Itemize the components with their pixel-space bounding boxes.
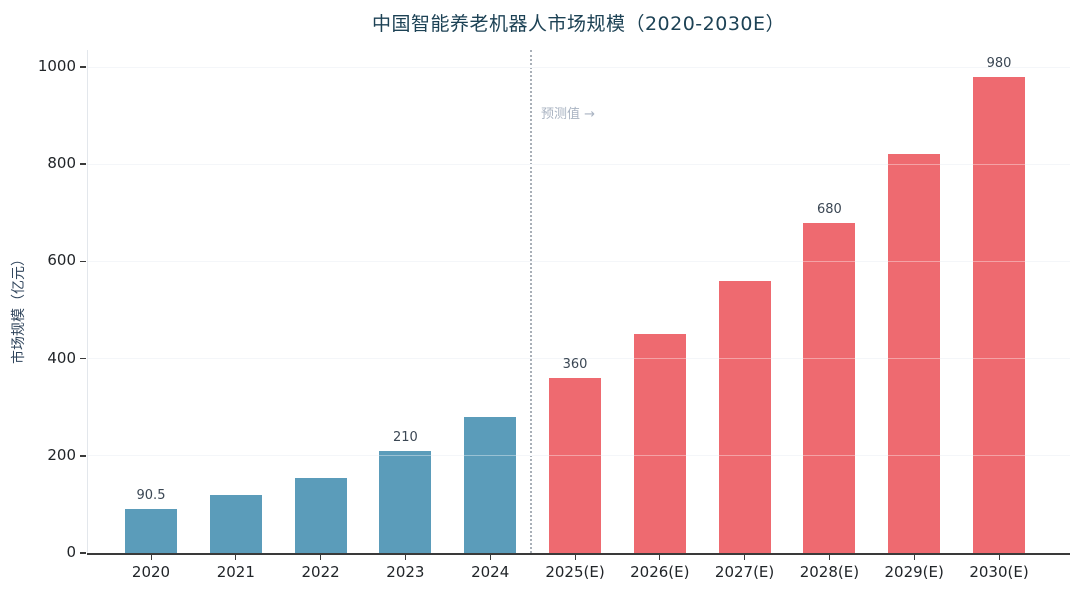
bar-2027(E) <box>718 280 771 553</box>
x-axis-tick <box>828 555 830 560</box>
bar-2024 <box>464 416 517 553</box>
x-axis-tick <box>574 555 576 560</box>
y-tick-label: 200 <box>47 445 76 464</box>
x-axis-tick <box>998 555 1000 560</box>
forecast-annotation: 预测值 → <box>541 107 596 122</box>
x-tick-label: 2023 <box>386 563 425 581</box>
y-axis-tick <box>80 260 86 263</box>
bar-value-label: 680 <box>816 201 842 217</box>
x-tick-label: 2029(E) <box>884 563 944 581</box>
y-tick-label: 400 <box>47 348 76 367</box>
gridline <box>88 358 1070 360</box>
y-axis-tick <box>80 455 86 457</box>
gridline <box>88 66 1070 68</box>
x-tick-label: 2030(E) <box>969 563 1029 581</box>
bar-2030(E) <box>973 76 1025 553</box>
x-axis-tick <box>659 555 661 560</box>
bar-2028(E) <box>803 222 856 553</box>
x-axis-tick <box>150 555 152 560</box>
x-axis-tick <box>235 555 237 560</box>
bar-value-label: 360 <box>562 357 588 373</box>
y-tick-label: 1000 <box>37 57 76 75</box>
y-tick-label: 600 <box>47 251 76 270</box>
forecast-divider-line <box>530 50 532 553</box>
x-tick-label: 2024 <box>471 563 510 581</box>
y-axis-spine <box>87 50 88 553</box>
gridline-overlay <box>88 260 1070 262</box>
x-axis-tick <box>913 555 915 560</box>
x-axis-tick <box>404 555 406 560</box>
y-axis-tick <box>80 552 86 554</box>
y-tick-label: 0 <box>66 543 76 561</box>
bar-value-label: 980 <box>986 55 1012 71</box>
x-axis-tick <box>489 555 491 560</box>
gridline-overlay <box>88 163 1070 165</box>
gridline-overlay <box>88 358 1070 360</box>
gridline <box>88 163 1070 165</box>
x-tick-label: 2020 <box>131 563 171 581</box>
x-tick-label: 2025(E) <box>545 563 605 581</box>
bar-2021 <box>209 494 262 553</box>
gridline-overlay <box>88 455 1070 457</box>
bar-2029(E) <box>888 154 941 553</box>
x-tick-label: 2027(E) <box>714 563 775 581</box>
chart-title: 中国智能养老机器人市场规模（2020-2030E） <box>371 13 786 35</box>
x-axis-line <box>87 553 1070 555</box>
x-tick-label: 2028(E) <box>799 563 860 581</box>
bar-value-label: 90.5 <box>136 488 166 504</box>
bar-2020 <box>125 509 177 553</box>
x-axis-tick <box>744 555 746 560</box>
y-axis-tick <box>80 357 86 360</box>
bar-2026(E) <box>633 334 686 553</box>
bar-2022 <box>294 477 347 553</box>
x-tick-label: 2022 <box>301 563 340 581</box>
bar-value-label: 210 <box>392 429 418 445</box>
y-tick-label: 800 <box>47 154 76 173</box>
bar-2025(E) <box>549 378 601 553</box>
gridline-overlay <box>88 66 1070 68</box>
gridline <box>88 260 1070 262</box>
x-tick-label: 2026(E) <box>630 563 690 581</box>
y-axis-tick <box>80 163 86 165</box>
bar-2023 <box>379 450 432 553</box>
x-tick-label: 2021 <box>216 563 255 581</box>
x-axis-tick <box>320 555 322 560</box>
y-axis-tick <box>80 66 86 68</box>
